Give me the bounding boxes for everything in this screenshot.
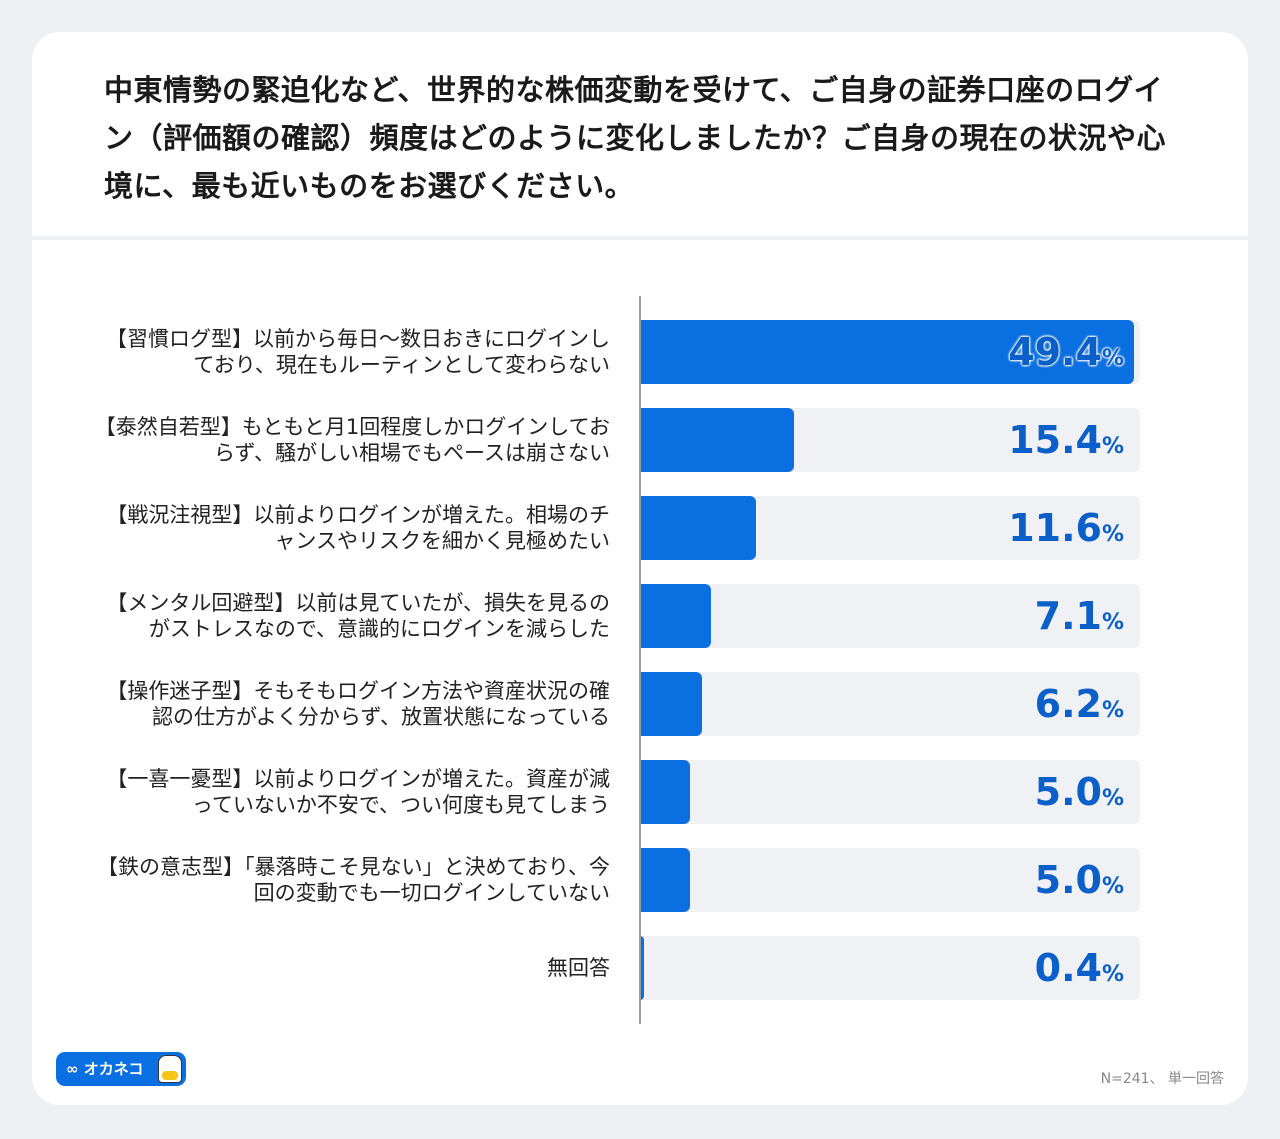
value-number: 7.1	[1034, 594, 1102, 638]
bar-track	[640, 848, 1140, 912]
value-number: 6.2	[1034, 682, 1102, 726]
bar-track	[640, 760, 1140, 824]
category-label: 【操作迷子型】そもそもログイン方法や資産状況の確認の仕方がよく分からず、放置状態…	[106, 679, 610, 729]
logo-text: ∞ オカネコ	[66, 1060, 144, 1078]
chart-title: 中東情勢の緊迫化など、世界的な株価変動を受けて、ご自身の証券口座のログイン（評価…	[104, 73, 1167, 203]
category-label: 無回答	[547, 956, 610, 980]
bar-track	[640, 672, 1140, 736]
value-label: 6.2%	[1035, 680, 1124, 735]
value-number: 5.0	[1034, 858, 1102, 902]
category-label: 【泰然自若型】もともと月1回程度しかログインしておらず、騒がしい相場でもペースは…	[94, 415, 610, 465]
bar-row: 無回答 0.4%	[32, 936, 1248, 1000]
value-unit: %	[1101, 346, 1124, 371]
okaneko-logo: ∞ オカネコ	[56, 1052, 186, 1086]
value-unit: %	[1101, 786, 1124, 811]
value-label: 5.0%	[1035, 768, 1124, 823]
bar	[640, 848, 690, 912]
chart-card: 中東情勢の緊迫化など、世界的な株価変動を受けて、ご自身の証券口座のログイン（評価…	[32, 32, 1248, 1105]
value-unit: %	[1101, 610, 1124, 635]
category-label: 【戦況注視型】以前よりログインが増えた。相場のチャンスやリスクを細かく見極めたい	[106, 503, 610, 553]
bar-row: 【習慣ログ型】以前から毎日〜数日おきにログインしており、現在もルーティンとして変…	[32, 320, 1248, 384]
value-label: 5.0%	[1035, 856, 1124, 911]
value-label: 49.4%	[1008, 328, 1124, 383]
bar	[640, 320, 1134, 384]
bar	[640, 760, 690, 824]
bar	[640, 408, 794, 472]
category-label: 【一喜一憂型】以前よりログインが増えた。資産が減っていないか不安で、つい何度も見…	[106, 767, 610, 817]
bar	[640, 496, 756, 560]
value-label: 11.6%	[1008, 504, 1124, 559]
category-label: 【習慣ログ型】以前から毎日〜数日おきにログインしており、現在もルーティンとして変…	[106, 327, 610, 377]
value-label: 15.4%	[1008, 416, 1124, 471]
y-axis-line	[639, 296, 641, 1024]
value-number: 0.4	[1034, 946, 1102, 990]
bar-row: 【戦況注視型】以前よりログインが増えた。相場のチャンスやリスクを細かく見極めたい…	[32, 496, 1248, 560]
bar-row: 【操作迷子型】そもそもログイン方法や資産状況の確認の仕方がよく分からず、放置状態…	[32, 672, 1248, 736]
value-unit: %	[1101, 698, 1124, 723]
category-label: 【鉄の意志型】「暴落時こそ見ない」と決めており、今回の変動でも一切ログインしてい…	[96, 855, 610, 905]
value-number: 15.4	[1008, 418, 1102, 462]
bar	[640, 936, 644, 1000]
value-unit: %	[1101, 434, 1124, 459]
bar-row: 【一喜一憂型】以前よりログインが増えた。資産が減っていないか不安で、つい何度も見…	[32, 760, 1248, 824]
value-label: 0.4%	[1035, 944, 1124, 999]
bar-track	[640, 584, 1140, 648]
bar-row: 【メンタル回避型】以前は見ていたが、損失を見るのがストレスなので、意識的にログイ…	[32, 584, 1248, 648]
value-number: 11.6	[1008, 506, 1102, 550]
divider	[32, 236, 1248, 240]
bar-track	[640, 936, 1140, 1000]
sample-note: N=241、 単一回答	[1100, 1071, 1224, 1087]
value-unit: %	[1101, 874, 1124, 899]
value-number: 5.0	[1034, 770, 1102, 814]
value-unit: %	[1101, 962, 1124, 987]
cat-mascot-icon	[158, 1055, 182, 1083]
value-unit: %	[1101, 522, 1124, 547]
value-label: 7.1%	[1035, 592, 1124, 647]
bar	[640, 584, 711, 648]
bar	[640, 672, 702, 736]
value-number: 49.4	[1008, 330, 1102, 374]
category-label: 【メンタル回避型】以前は見ていたが、損失を見るのがストレスなので、意識的にログイ…	[106, 591, 610, 641]
bar-row: 【泰然自若型】もともと月1回程度しかログインしておらず、騒がしい相場でもペースは…	[32, 408, 1248, 472]
bar-row: 【鉄の意志型】「暴落時こそ見ない」と決めており、今回の変動でも一切ログインしてい…	[32, 848, 1248, 912]
